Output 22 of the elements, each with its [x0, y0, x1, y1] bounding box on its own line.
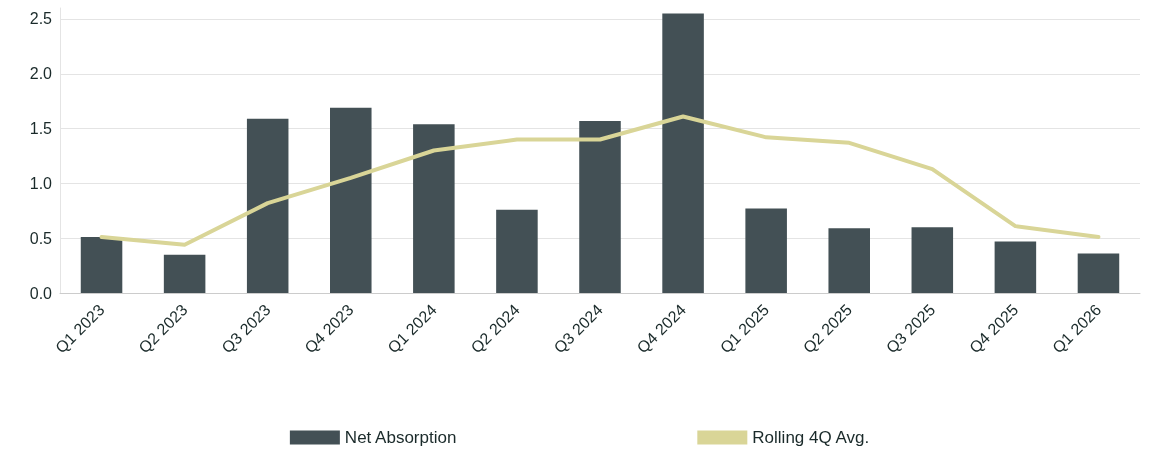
y-tick-label: 1.0: [29, 174, 53, 192]
y-tick-label: 0.5: [29, 229, 53, 247]
bar: [413, 124, 455, 293]
y-tick-label: 1.5: [29, 120, 53, 138]
y-tick-label: 2.5: [29, 10, 53, 28]
line-series: [99, 114, 1101, 247]
bar: [163, 254, 206, 293]
bar: [994, 241, 1037, 293]
legend-label: Net Absorption: [344, 428, 457, 447]
legend-label: Rolling 4Q Avg.: [752, 428, 870, 447]
bar: [745, 208, 787, 293]
bar: [246, 118, 289, 293]
bar: [828, 228, 870, 293]
y-tick-label: 2.0: [29, 65, 53, 83]
bar: [496, 209, 538, 293]
bar: [1077, 253, 1120, 293]
y-tick-label: 0.0: [29, 284, 53, 302]
bar: [330, 107, 372, 293]
bar: [579, 120, 621, 293]
bar: [911, 227, 954, 293]
bar: [662, 13, 704, 293]
bar: [80, 237, 123, 293]
